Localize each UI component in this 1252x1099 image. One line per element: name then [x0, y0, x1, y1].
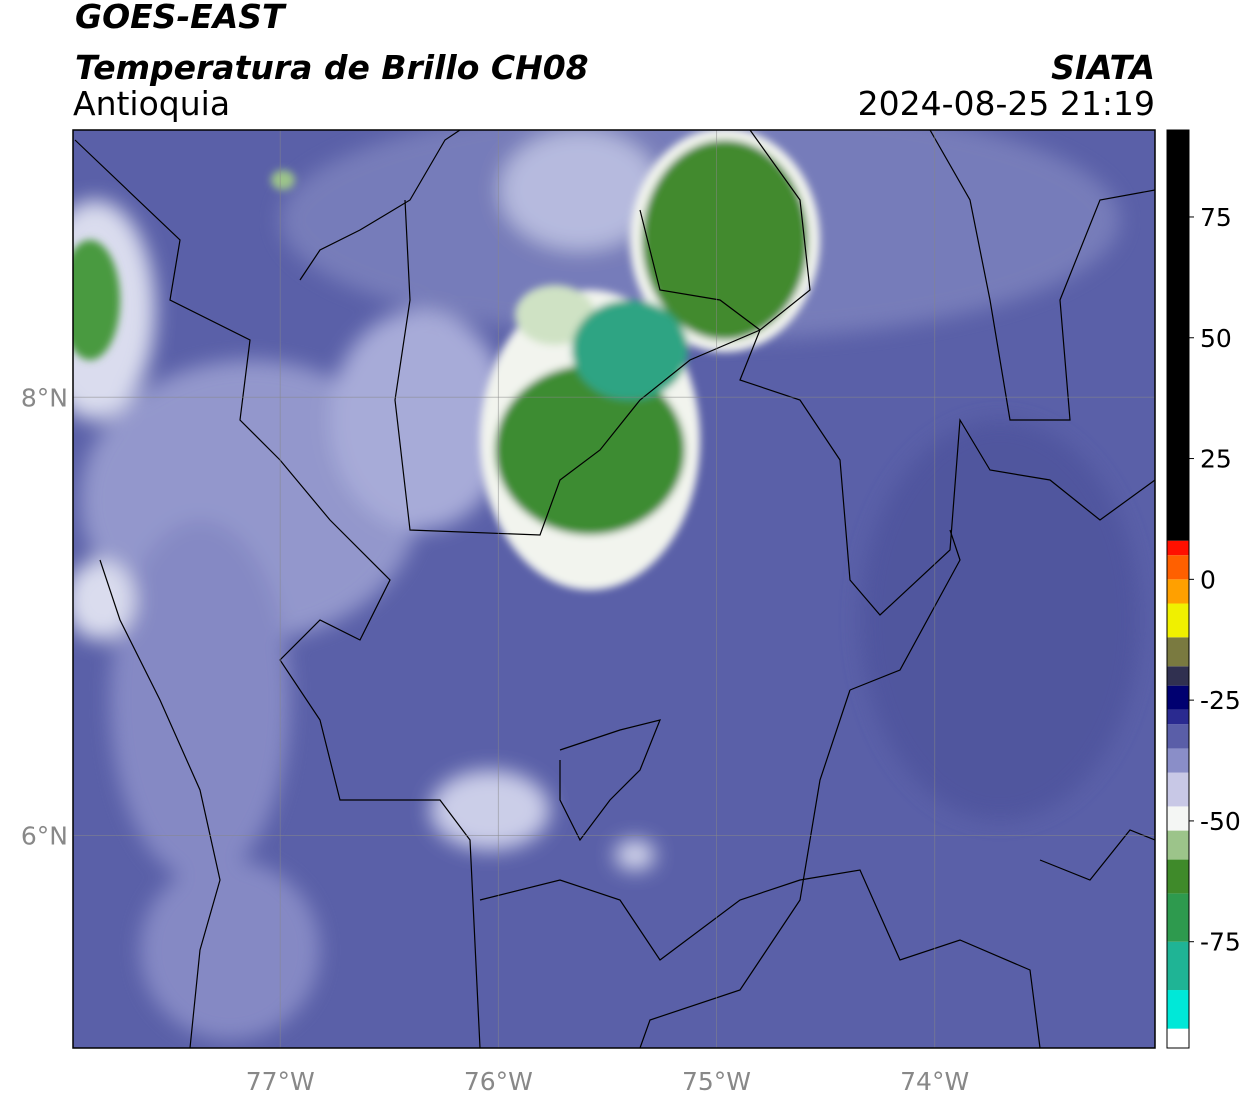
map-image: [73, 130, 1155, 1048]
title: GOES-EAST: [75, 0, 287, 36]
colorbar-segment: [1167, 603, 1189, 638]
map-frame: [72, 129, 1156, 1049]
colorbar-segment: [1167, 637, 1189, 667]
colorbar-segment: [1167, 772, 1189, 807]
x-tick-label: 76°W: [464, 1067, 533, 1096]
colorbar-tick-label: -25: [1200, 686, 1241, 715]
colorbar-segment: [1167, 1028, 1189, 1048]
colorbar-segment: [1167, 685, 1189, 710]
colorbar-segment: [1167, 806, 1189, 831]
colorbar-tick-label: 0: [1200, 565, 1216, 594]
colorbar-segment: [1167, 579, 1189, 604]
y-tick-label: 8°N: [21, 383, 68, 412]
colorbar-segment: [1167, 859, 1189, 894]
colorbar-frame: [1166, 129, 1190, 1049]
colorbar-segment: [1167, 709, 1189, 725]
y-tick-label: 6°N: [21, 821, 68, 850]
colorbar-segment: [1167, 990, 1189, 1029]
colorbar-segment: [1167, 748, 1189, 773]
map-grid: [73, 130, 1155, 1048]
colorbar-segment: [1167, 893, 1189, 942]
subtitle: Temperatura de Brillo CH08: [75, 48, 589, 87]
colorbar-segment: [1167, 724, 1189, 749]
colorbar-tick-label: 75: [1200, 203, 1232, 232]
x-tick-label: 75°W: [682, 1067, 751, 1096]
colorbar-tick-label: -75: [1200, 928, 1241, 957]
x-tick-label: 74°W: [900, 1067, 969, 1096]
colorbar-tick-label: -50: [1200, 807, 1241, 836]
colorbar-segment: [1167, 130, 1189, 541]
agency: SIATA: [1051, 48, 1155, 87]
colorbar: [1167, 130, 1194, 1048]
x-tick-label: 77°W: [246, 1067, 315, 1096]
colorbar-tick-label: 25: [1200, 445, 1232, 474]
colorbar-segment: [1167, 941, 1189, 991]
colorbar-segment: [1167, 830, 1189, 860]
colorbar-segment: [1167, 555, 1189, 580]
datetime: 2024-08-25 21:19: [858, 84, 1155, 123]
colorbar-segment: [1167, 540, 1189, 556]
colorbar-segment: [1167, 666, 1189, 686]
region: Antioquia: [73, 84, 230, 123]
colorbar-tick-label: 50: [1200, 324, 1232, 353]
